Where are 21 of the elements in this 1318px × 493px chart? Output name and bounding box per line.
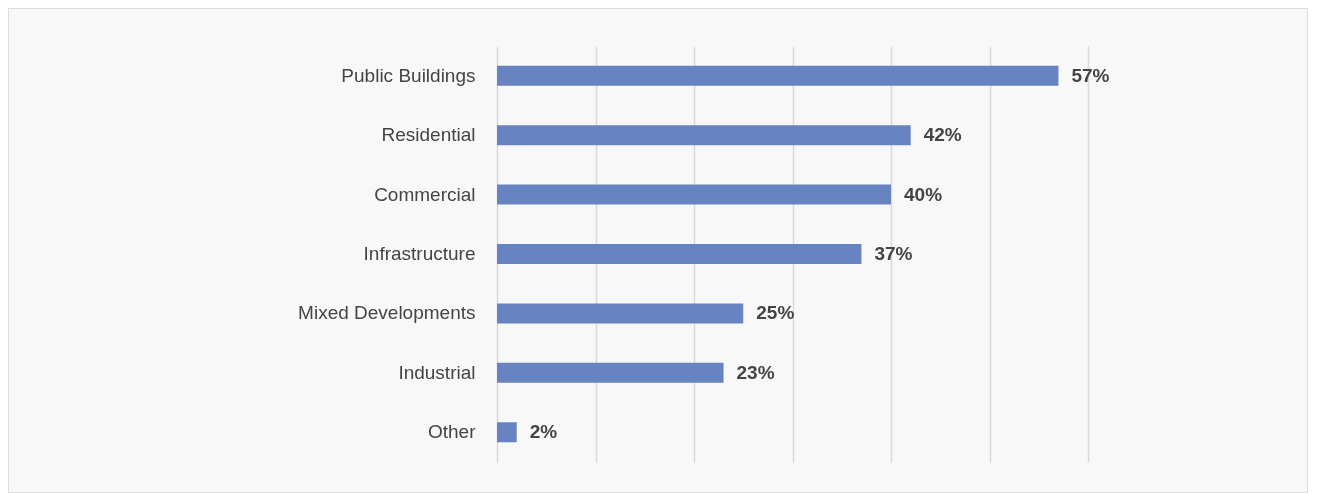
y-tick-label: Public Buildings	[341, 64, 476, 86]
data-label: 40%	[904, 183, 943, 205]
bar	[497, 362, 724, 383]
y-tick-label: Industrial	[398, 361, 476, 383]
data-label: 25%	[756, 302, 795, 324]
y-tick-label: Residential	[381, 124, 476, 146]
y-tick-label: Mixed Developments	[298, 302, 476, 324]
bar	[497, 303, 744, 324]
data-label: 57%	[1071, 64, 1110, 86]
bar	[497, 422, 517, 443]
y-tick-label: Infrastructure	[363, 243, 476, 264]
bar	[497, 184, 891, 205]
data-label: 23%	[736, 361, 775, 383]
bar	[497, 65, 1059, 86]
data-label: 2%	[529, 421, 558, 443]
data-label: 37%	[874, 243, 913, 264]
bar	[497, 244, 862, 264]
bar	[497, 125, 911, 146]
y-tick-label: Commercial	[374, 183, 476, 205]
y-tick-label: Other	[427, 421, 477, 443]
data-label: 42%	[923, 124, 962, 146]
